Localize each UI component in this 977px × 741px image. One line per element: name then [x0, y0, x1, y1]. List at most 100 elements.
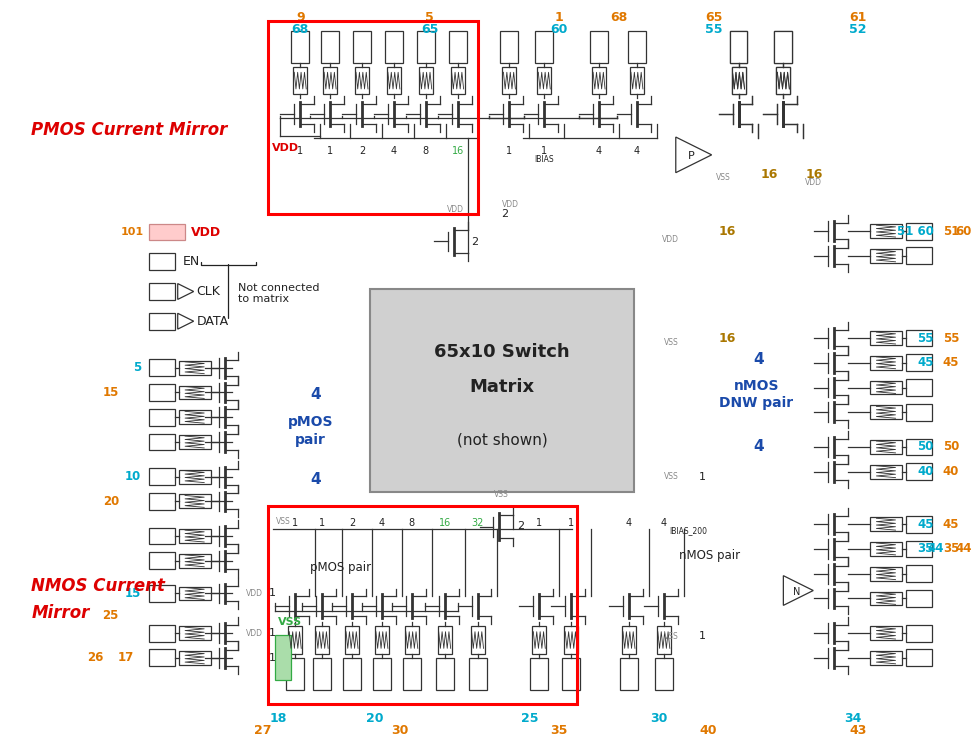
- Text: 4: 4: [595, 146, 602, 156]
- Bar: [149, 649, 175, 666]
- Text: 1: 1: [268, 628, 276, 638]
- Text: VDD: VDD: [272, 143, 299, 153]
- Text: 17: 17: [117, 651, 134, 665]
- Bar: [149, 585, 175, 602]
- Bar: [385, 31, 403, 63]
- Bar: [621, 626, 635, 654]
- Text: VSS: VSS: [663, 631, 678, 640]
- Text: pair: pair: [294, 433, 325, 447]
- Bar: [905, 330, 931, 347]
- Text: 1: 1: [535, 518, 542, 528]
- Text: 50: 50: [942, 440, 958, 453]
- Text: 4: 4: [752, 352, 763, 368]
- Bar: [149, 225, 185, 240]
- Text: 1: 1: [319, 518, 325, 528]
- Bar: [870, 356, 901, 370]
- Text: 51 60: 51 60: [896, 225, 933, 238]
- Bar: [905, 516, 931, 533]
- Text: 35: 35: [942, 542, 958, 556]
- Bar: [534, 31, 553, 63]
- Bar: [870, 405, 901, 419]
- Text: 15: 15: [124, 587, 141, 600]
- Bar: [353, 31, 370, 63]
- Bar: [500, 31, 518, 63]
- Bar: [149, 493, 175, 510]
- Bar: [179, 385, 210, 399]
- Bar: [149, 528, 175, 545]
- Text: 2: 2: [501, 209, 508, 219]
- Text: 16: 16: [718, 225, 736, 238]
- Text: 101: 101: [120, 227, 144, 237]
- Text: 65x10 Switch: 65x10 Switch: [434, 343, 570, 361]
- Bar: [591, 67, 606, 94]
- Text: PMOS Current Mirror: PMOS Current Mirror: [31, 121, 228, 139]
- Text: 61: 61: [848, 11, 866, 24]
- Bar: [403, 658, 420, 690]
- Text: 32: 32: [471, 518, 484, 528]
- Text: N: N: [791, 587, 799, 597]
- Text: 25: 25: [520, 712, 537, 725]
- Text: VSS: VSS: [663, 472, 678, 481]
- Text: 8: 8: [408, 518, 414, 528]
- Bar: [291, 31, 309, 63]
- Bar: [562, 658, 579, 690]
- Text: 20: 20: [103, 495, 119, 508]
- Text: 44: 44: [955, 542, 971, 556]
- Bar: [870, 465, 901, 479]
- Text: 40: 40: [916, 465, 933, 478]
- Bar: [149, 359, 175, 376]
- Text: 1: 1: [698, 472, 705, 482]
- Text: 50: 50: [916, 440, 933, 453]
- Polygon shape: [675, 137, 711, 173]
- Text: CLK: CLK: [196, 285, 220, 298]
- Text: 30: 30: [650, 712, 667, 725]
- Text: 16: 16: [451, 146, 463, 156]
- Text: 45: 45: [942, 518, 958, 531]
- Bar: [322, 67, 337, 94]
- Bar: [905, 439, 931, 456]
- Bar: [655, 658, 672, 690]
- Bar: [179, 554, 210, 568]
- Text: 40: 40: [700, 724, 717, 737]
- Text: 4: 4: [625, 518, 631, 528]
- Bar: [315, 626, 329, 654]
- Text: 1: 1: [292, 518, 298, 528]
- Text: 9: 9: [296, 11, 304, 24]
- Text: 68: 68: [610, 11, 627, 24]
- Text: IBIAS: IBIAS: [533, 155, 554, 164]
- Bar: [448, 31, 466, 63]
- Bar: [870, 567, 901, 581]
- Bar: [313, 658, 331, 690]
- Text: (not shown): (not shown): [456, 432, 547, 447]
- Bar: [436, 658, 453, 690]
- Text: VSS: VSS: [663, 339, 678, 348]
- Bar: [149, 433, 175, 451]
- Text: 1: 1: [568, 518, 573, 528]
- Text: 35: 35: [916, 542, 933, 556]
- Bar: [288, 626, 302, 654]
- Text: 60: 60: [955, 225, 971, 238]
- Text: 5: 5: [425, 11, 434, 24]
- Bar: [149, 384, 175, 401]
- Bar: [149, 313, 175, 330]
- Bar: [774, 31, 791, 63]
- Bar: [870, 331, 901, 345]
- Bar: [179, 411, 210, 424]
- Text: pMOS pair: pMOS pair: [309, 561, 370, 574]
- Bar: [870, 626, 901, 640]
- Bar: [450, 67, 464, 94]
- Bar: [564, 626, 577, 654]
- Text: 45: 45: [942, 356, 958, 369]
- Bar: [619, 658, 637, 690]
- Text: 40: 40: [942, 465, 958, 478]
- Text: 68: 68: [291, 23, 309, 36]
- Bar: [870, 542, 901, 556]
- Bar: [776, 67, 789, 94]
- Bar: [905, 625, 931, 642]
- Text: 60: 60: [550, 23, 568, 36]
- Text: 4: 4: [310, 387, 320, 402]
- Bar: [355, 67, 368, 94]
- Bar: [149, 552, 175, 569]
- Text: 2: 2: [359, 146, 364, 156]
- Text: Matrix: Matrix: [469, 378, 534, 396]
